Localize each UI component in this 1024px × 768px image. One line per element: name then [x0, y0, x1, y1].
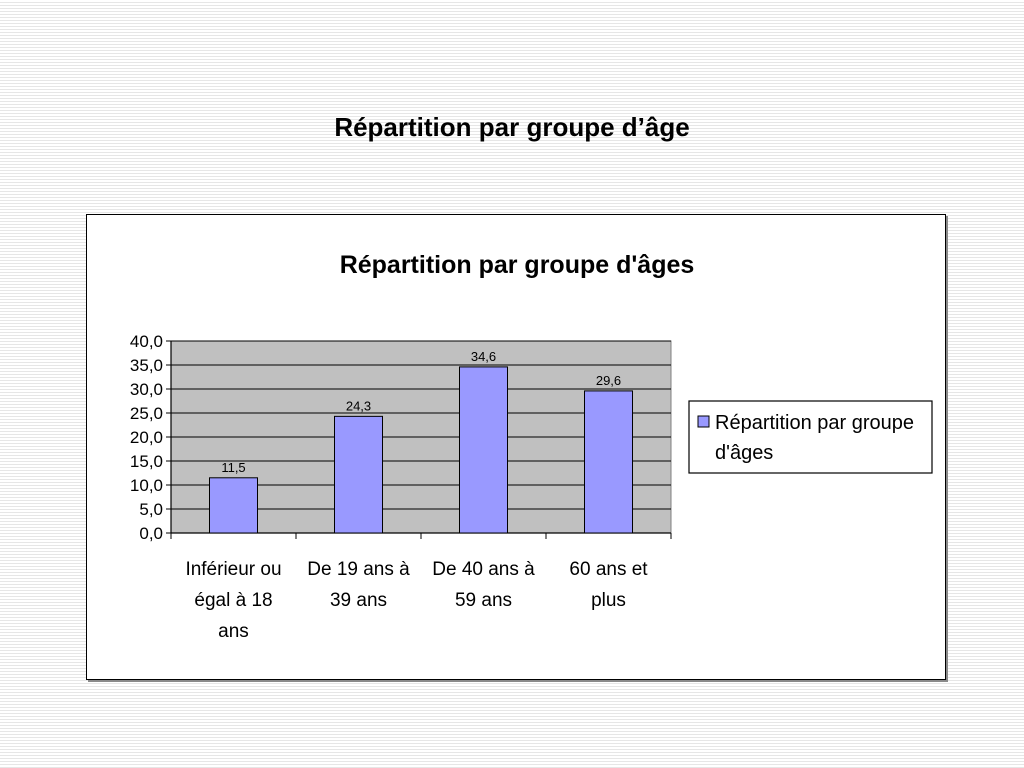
- bar-chart: Répartition par groupe d'âges 0,0 5,0 10,0…: [130, 251, 933, 642]
- legend-label: Répartition par groupe: [715, 412, 914, 434]
- bar: [209, 477, 258, 534]
- legend-box: [688, 400, 933, 474]
- category-label: De 19 ans à: [307, 559, 410, 580]
- bar: [334, 415, 383, 534]
- bar: [459, 366, 508, 534]
- category-label: égal à 18: [194, 590, 272, 611]
- category-label: 39 ans: [330, 590, 387, 611]
- bar: [584, 390, 633, 534]
- category-label: Inférieur ou: [185, 559, 281, 580]
- data-label: 29,6: [596, 373, 621, 388]
- y-tick-label: 40,0: [130, 332, 163, 351]
- y-tick-label: 0,0: [139, 524, 163, 543]
- category-label: plus: [591, 590, 626, 611]
- legend-label: d'âges: [715, 442, 773, 464]
- plot-area: 0,0 5,0 10,0 15,0 20,0 25,0 30,0 35,0 40,0 11,5 In…: [130, 332, 672, 642]
- data-label: 11,5: [221, 460, 245, 475]
- y-tick-label: 30,0: [130, 380, 163, 399]
- data-label: 34,6: [471, 349, 496, 364]
- slide-title: Répartition par groupe d’âge: [334, 112, 690, 142]
- y-tick-label: 15,0: [130, 452, 163, 471]
- category-label: ans: [218, 621, 249, 642]
- category-label: 60 ans et: [569, 559, 648, 580]
- data-label: 24,3: [346, 398, 371, 413]
- category-label: De 40 ans à: [432, 559, 535, 580]
- y-tick-label: 10,0: [130, 476, 163, 495]
- y-tick-label: 5,0: [139, 500, 163, 519]
- category-label: 59 ans: [455, 590, 512, 611]
- chart-legend: Répartition par groupe d'âges: [688, 400, 933, 474]
- y-tick-label: 20,0: [130, 428, 163, 447]
- chart-title: Répartition par groupe d'âges: [340, 251, 695, 279]
- y-tick-label: 25,0: [130, 404, 163, 423]
- y-tick-label: 35,0: [130, 356, 163, 375]
- chart-frame: Répartition par groupe d'âges 0,0 5,0 10,0…: [86, 214, 946, 680]
- legend-swatch: [697, 415, 710, 428]
